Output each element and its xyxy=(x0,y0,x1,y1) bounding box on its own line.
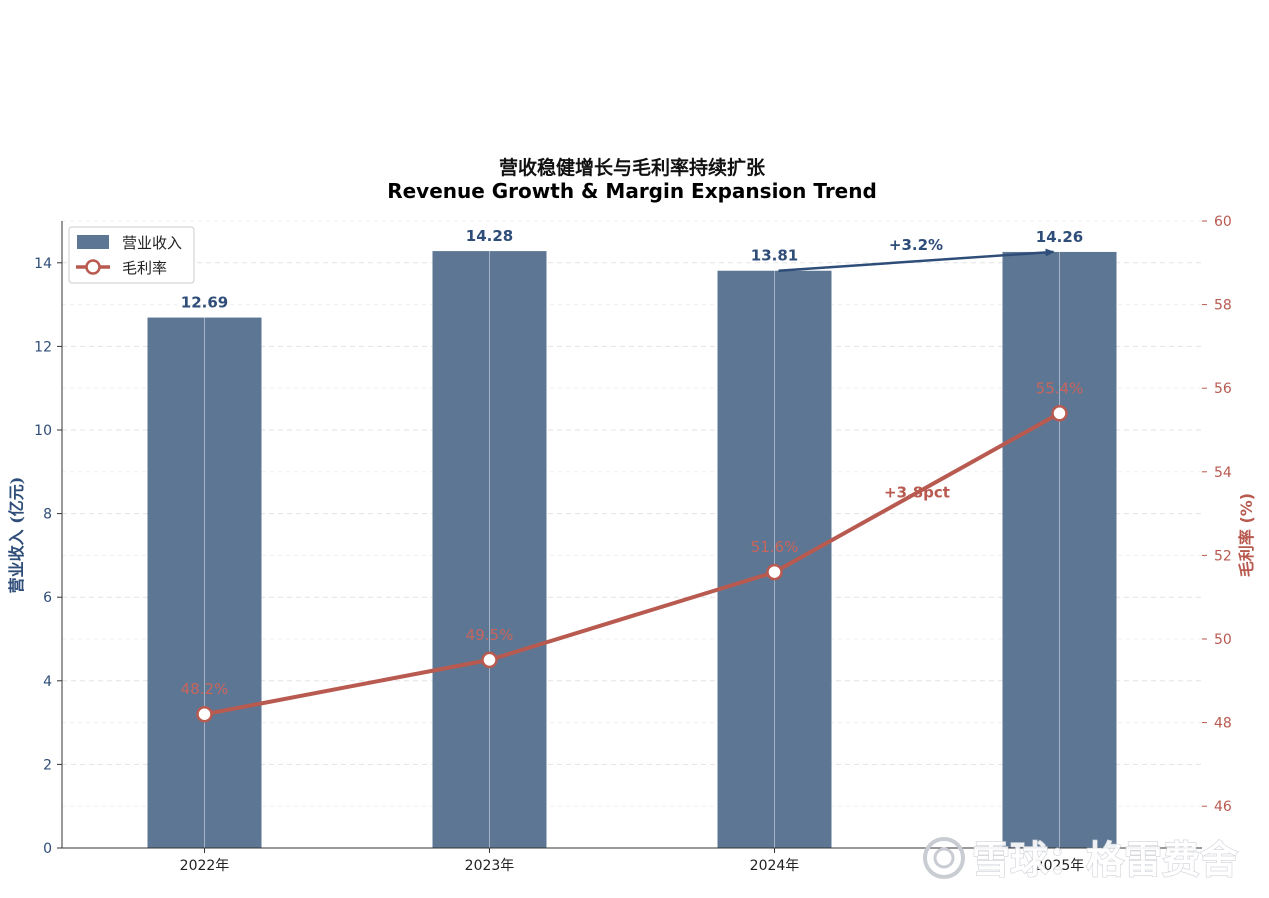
y-right-tick-label-58: 58 xyxy=(1214,298,1232,314)
watermark: 雪球：格雷费舍 xyxy=(923,837,1239,883)
y-right-tick-label-50: 50 xyxy=(1214,632,1232,648)
chart-title-cn: 营收稳健增长与毛利率持续扩张 xyxy=(499,156,766,179)
legend: 营业收入 毛利率 xyxy=(68,226,195,284)
x-tick-label-1: 2023年 xyxy=(465,858,515,874)
watermark-text: 雪球：格雷费舍 xyxy=(972,838,1238,882)
y-right-tick-label-48: 48 xyxy=(1214,716,1232,732)
y-axis-right-label: 毛利率 (%) xyxy=(1237,493,1256,577)
xueqiu-logo-icon xyxy=(923,837,965,879)
data-labels: 12.69 14.28 13.81 14.26 48.2% 49.5% 51.6% 55.4% xyxy=(181,227,1084,698)
revenue-growth-annotation: +3.2% xyxy=(889,236,943,254)
bar-label-2: 13.81 xyxy=(751,247,798,265)
bar-0 xyxy=(147,317,262,849)
bar-label-0: 12.69 xyxy=(181,294,228,312)
annotations: +3.2% +3.8pct xyxy=(778,236,1055,502)
margin-marker-2 xyxy=(766,563,783,581)
y-left-tick-label-0: 0 xyxy=(43,841,52,857)
margin-marker-1 xyxy=(481,651,498,669)
x-tick-label-3: 2025年 xyxy=(1035,858,1085,874)
margin-marker-3 xyxy=(1051,405,1068,422)
legend-label-revenue: 营业收入 xyxy=(122,234,182,252)
margin-growth-annotation: +3.8pct xyxy=(884,484,950,502)
y-left-tick-label-10: 10 xyxy=(34,423,52,439)
x-tick-label-0: 2022年 xyxy=(180,858,230,874)
margin-label-2: 51.6% xyxy=(751,538,799,556)
y-left-tick-label-14: 14 xyxy=(34,256,52,272)
y-left-tick-label-6: 6 xyxy=(43,590,52,606)
y-left-tick-label-8: 8 xyxy=(43,507,52,523)
bar-series-revenue xyxy=(147,251,1117,849)
bar-label-3: 14.26 xyxy=(1036,228,1083,246)
margin-line xyxy=(202,411,1062,717)
line-series-margin xyxy=(196,405,1068,723)
y-axis-left-label: 营业收入 (亿元) xyxy=(7,477,26,594)
legend-label-margin: 毛利率 xyxy=(122,259,167,277)
margin-label-1: 49.5% xyxy=(466,626,514,644)
y-right-tick-label-60: 60 xyxy=(1214,214,1232,230)
y-left-tick-label-12: 12 xyxy=(34,339,52,355)
x-tick-label-2: 2024年 xyxy=(750,858,800,874)
legend-swatch-margin-marker xyxy=(85,259,101,275)
bar-1 xyxy=(432,251,547,848)
margin-marker-0 xyxy=(196,705,213,723)
bar-2 xyxy=(717,270,832,848)
margin-label-0: 48.2% xyxy=(181,680,229,698)
revenue-growth-arrow xyxy=(778,248,1055,272)
y-right-tick-label-46: 46 xyxy=(1214,799,1232,815)
margin-label-3: 55.4% xyxy=(1036,379,1084,397)
legend-swatch-revenue xyxy=(77,235,109,249)
bar-label-1: 14.28 xyxy=(466,227,513,245)
y-left-tick-label-2: 2 xyxy=(43,757,52,773)
y-right-tick-label-54: 54 xyxy=(1214,465,1232,481)
chart-title-en: Revenue Growth & Margin Expansion Trend xyxy=(387,179,877,203)
y-right-tick-label-52: 52 xyxy=(1214,548,1232,564)
bar-3 xyxy=(1002,251,1117,848)
y-right-tick-label-56: 56 xyxy=(1214,381,1232,397)
vertical-grid-lines xyxy=(204,221,1060,848)
y-left-tick-label-4: 4 xyxy=(43,674,52,690)
